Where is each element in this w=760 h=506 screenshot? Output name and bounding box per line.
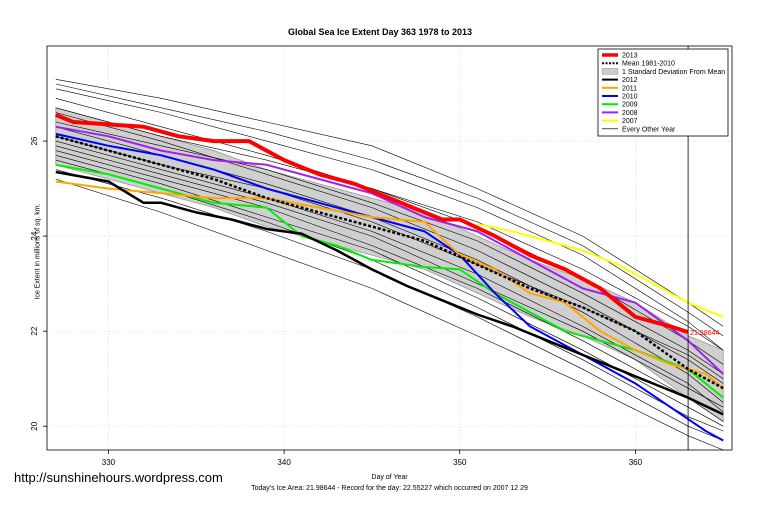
x-axis-label: Day of Year [371, 474, 408, 481]
legend-label: 2012 [622, 77, 638, 84]
y-axis-label: Ice Extent in millions of sq. km. [34, 203, 42, 300]
background-year-line [55, 155, 724, 427]
background-year-line [55, 178, 724, 451]
legend-label: Mean 1981-2010 [622, 61, 675, 68]
background-year-line [55, 107, 724, 351]
y-tick-label: 20 [30, 421, 39, 430]
legend-label: 1 Standard Deviation From Mean [622, 69, 725, 76]
series-line-2013 [55, 113, 689, 335]
legend-item: Mean 1981-2010 [602, 61, 675, 68]
series-line-2007 [477, 223, 724, 318]
legend-label: Every Other Year [622, 126, 676, 133]
x-tick-label: 330 [102, 458, 116, 467]
legend-item: 1 Standard Deviation From Mean [601, 68, 725, 76]
series-line-2008 [55, 125, 724, 375]
background-year-line [55, 79, 724, 327]
watermark-url: http://sunshinehours.wordpress.com [14, 470, 223, 485]
legend-label: 2013 [622, 53, 638, 60]
chart-footnote: Today's Ice Area: 21.98644 - Record for … [251, 485, 528, 492]
legend-label: 2011 [622, 85, 637, 92]
legend-label: 2010 [622, 94, 638, 101]
series-line-2011 [55, 180, 724, 389]
legend-label: 2007 [622, 118, 638, 125]
legend-item: 2013 [602, 53, 638, 60]
background-year-line [55, 83, 724, 337]
legend-item: 2007 [602, 118, 638, 125]
current-value-label: 21.98644 [690, 330, 719, 337]
y-tick-label: 24 [30, 231, 39, 240]
legend-box [597, 48, 729, 137]
legend-label: 2008 [622, 110, 638, 117]
plot-border [46, 45, 733, 451]
legend-item: 2008 [602, 110, 638, 117]
background-year-line [55, 112, 724, 384]
series-line-2009 [55, 163, 724, 399]
legend-label: 2009 [622, 102, 638, 109]
legend-item: 2011 [602, 85, 637, 92]
y-tick-label: 22 [30, 326, 39, 335]
legend-swatch [601, 68, 619, 75]
legend-item: 2009 [602, 102, 638, 109]
legend-item: 2010 [602, 94, 638, 101]
chart-title: Global Sea Ice Extent Day 363 1978 to 20… [287, 27, 473, 37]
background-year-line [55, 145, 724, 408]
x-tick-label: 360 [629, 458, 643, 467]
background-year-line [55, 88, 724, 351]
background-year-line [55, 98, 724, 365]
legend-item: Every Other Year [602, 126, 676, 133]
y-tick-label: 26 [30, 136, 39, 145]
series-line-2012 [55, 170, 724, 416]
mean-line [55, 135, 724, 390]
legend-item: 2012 [602, 77, 638, 84]
x-tick-label: 340 [277, 458, 291, 467]
background-year-line [55, 140, 724, 413]
x-tick-label: 350 [453, 458, 467, 467]
